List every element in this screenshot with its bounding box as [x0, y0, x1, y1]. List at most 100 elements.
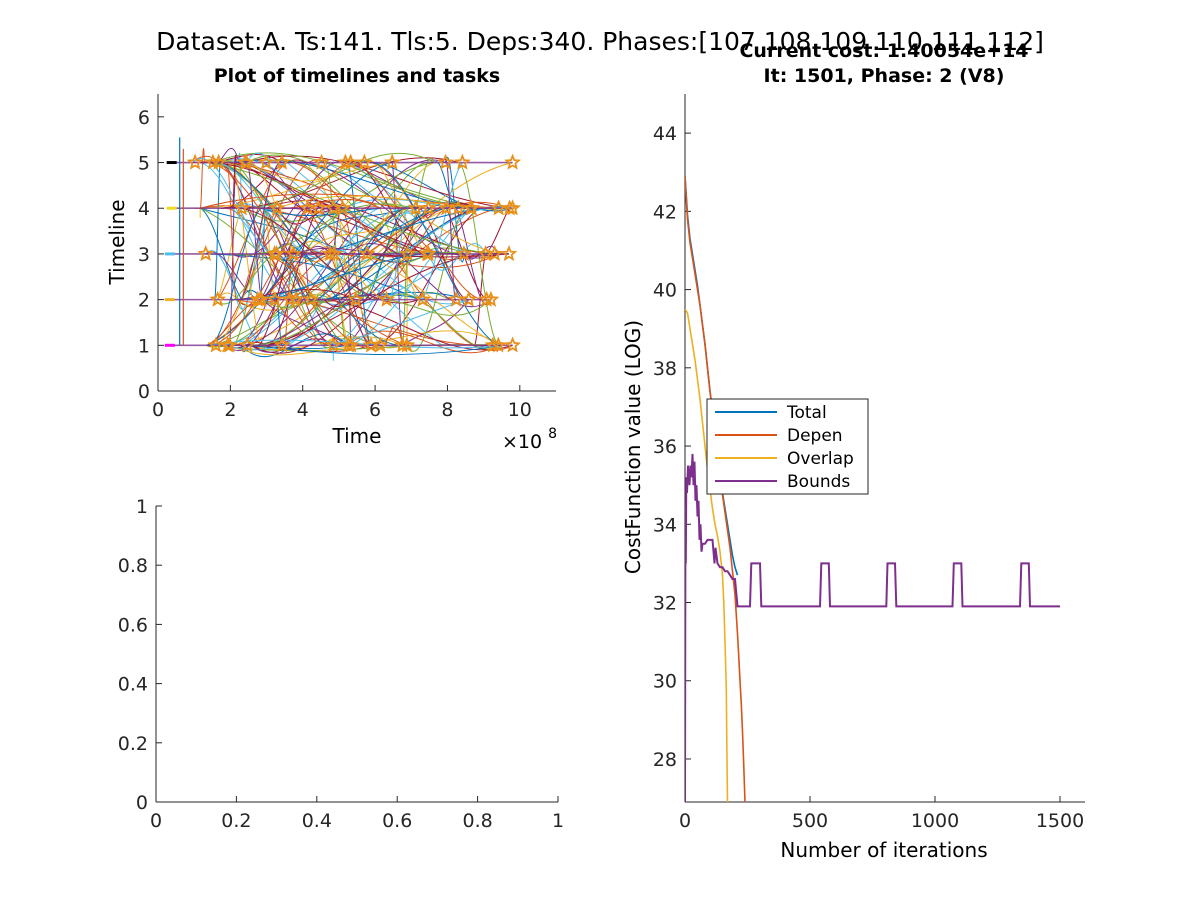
x-tick-label: 10 [508, 399, 532, 421]
cost-legend: Total Depen Overlap Bounds [706, 398, 869, 495]
task-star [447, 290, 465, 307]
task-star [455, 245, 473, 262]
dependency-curve [220, 206, 419, 304]
dependency-curve [348, 243, 492, 308]
dependency-curve [226, 162, 238, 301]
dependency-curve [266, 252, 510, 346]
task-star [186, 153, 204, 170]
task-star [334, 199, 352, 216]
task-star [347, 290, 365, 307]
task-star [302, 290, 320, 307]
task-star [462, 199, 480, 216]
y-tick-label: 0 [136, 792, 148, 814]
y-tick-label: 30 [653, 671, 677, 693]
task-star [453, 153, 471, 170]
cost-y-axis-label: CostFunction value (LOG) [621, 320, 645, 574]
task-star [266, 290, 284, 307]
task-star [398, 336, 416, 353]
task-star [249, 290, 267, 307]
y-tick-label: 3 [138, 244, 150, 266]
dependency-curve [396, 158, 436, 263]
task-star [299, 199, 317, 216]
dependency-curve [261, 251, 408, 308]
legend-box [706, 398, 869, 495]
dependency-curve [266, 200, 335, 346]
task-star [504, 336, 522, 353]
task-star [337, 153, 354, 170]
task-star [355, 153, 373, 170]
y-tick-label: 1 [138, 335, 150, 357]
legend-label: Depen [787, 426, 843, 446]
dependency-curve [251, 206, 499, 354]
y-tick-label: 34 [653, 514, 677, 536]
task-star [420, 199, 437, 216]
dependency-curve [428, 243, 487, 271]
y-tick-label: 38 [653, 358, 677, 380]
empty-axes: 0 0.2 0.4 0.6 0.8 1 0 0.2 0.4 0.6 0.8 1 [118, 496, 564, 832]
task-star [484, 336, 502, 353]
task-star [342, 153, 359, 170]
dependency-curve [231, 154, 237, 209]
y-tick-label: 0.4 [118, 674, 148, 696]
dependency-curve [219, 162, 296, 301]
dependency-curve [215, 207, 404, 346]
dependency-curve [232, 207, 295, 259]
y-tick-label: 2 [138, 290, 150, 312]
dependency-curve [218, 162, 408, 346]
y-tick-label: 1 [136, 496, 148, 518]
task-star [324, 336, 342, 353]
y-tick-label: 44 [653, 123, 677, 145]
task-star [238, 336, 256, 353]
y-tick-label: 0.2 [118, 733, 148, 755]
x-tick-label: 0.8 [462, 810, 492, 832]
timeline-plot-area [164, 137, 522, 361]
task-star [460, 290, 478, 307]
cost-chart-title: Current cost: 1.40054e+14 [739, 40, 1028, 62]
task-star [313, 153, 330, 170]
task-star [489, 336, 507, 353]
task-star [504, 153, 522, 170]
task-star [236, 153, 254, 170]
x-tick-label: 0 [152, 399, 164, 421]
task-star [414, 290, 432, 307]
exponent-base: ×10 [502, 431, 542, 453]
dependency-curve [281, 161, 397, 255]
dependency-curve [345, 162, 471, 209]
task-star [221, 336, 238, 353]
timeline-axes: 0 2 4 6 8 10 0 1 2 3 4 5 6 [138, 94, 556, 421]
dependency-curve [265, 253, 408, 346]
task-star [268, 199, 286, 216]
task-star [287, 290, 305, 307]
task-star [285, 245, 303, 262]
task-star [204, 153, 222, 170]
cost-panel: Current cost: 1.40054e+14 It: 1501, Phas… [621, 40, 1085, 862]
timeline-panel: Plot of timelines and tasks 0 2 4 6 8 10 0 1 2 3 4… [105, 65, 557, 453]
x-tick-label: 1500 [1036, 810, 1084, 832]
dependency-curve [403, 207, 509, 255]
task-star [393, 336, 411, 353]
task-star [398, 245, 416, 262]
task-star [268, 245, 286, 262]
dependency-curve [334, 253, 500, 269]
dependency-curve [406, 206, 473, 352]
exponent-power: 8 [548, 426, 557, 442]
y-tick-label: 40 [653, 280, 677, 302]
task-star [420, 245, 437, 262]
dependency-curve [241, 207, 319, 346]
series-line-overlap [685, 308, 729, 802]
dependency-curve [422, 162, 463, 300]
dependency-curve [364, 161, 499, 346]
dependency-curve [364, 160, 428, 255]
dependency-curve [347, 330, 499, 354]
cost-axes: 0 500 1000 1500 28 30 32 34 36 38 40 42 44 [653, 94, 1085, 832]
x-tick-label: 2 [224, 399, 236, 421]
dependency-curve [401, 299, 470, 346]
task-star [477, 245, 495, 262]
legend-label: Bounds [787, 472, 850, 492]
x-tick-label: 1000 [911, 810, 959, 832]
task-star [449, 199, 467, 216]
series-line-bounds [685, 453, 1060, 802]
task-star [257, 153, 275, 170]
dependency-curve [213, 162, 221, 301]
